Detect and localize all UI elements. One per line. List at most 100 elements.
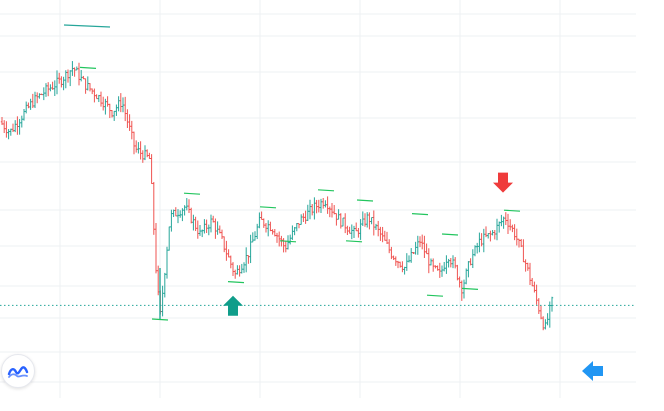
ohlc-bar [163, 272, 166, 298]
ohlc-bar [22, 109, 26, 121]
ohlc-bar [291, 225, 294, 240]
ohlc-bar [102, 96, 105, 111]
ohlc-bar [71, 61, 74, 76]
nav-arrow-shape [582, 361, 603, 381]
ohlc-bar [11, 123, 15, 132]
ohlc-bar [394, 256, 397, 266]
swing-mark [426, 294, 444, 297]
ohlc-bar [187, 199, 191, 214]
ohlc-bar [146, 149, 149, 158]
ohlc-bar [16, 116, 19, 135]
ohlc-bar [172, 209, 175, 218]
swing-mark [503, 209, 521, 212]
ohlc-bar [192, 214, 195, 231]
ohlc-bar [286, 235, 290, 250]
ohlc-bar [106, 96, 109, 107]
ohlc-bar [509, 219, 512, 231]
ohlc-bar [531, 277, 534, 287]
ohlc-bar [218, 225, 221, 234]
ohlc-bar [308, 199, 312, 220]
ohlc-bar [313, 197, 316, 220]
ohlc-bar [194, 216, 197, 232]
peak-mark [63, 24, 111, 28]
ohlc-bar [3, 120, 6, 133]
ohlc-bar [436, 265, 439, 271]
ohlc-bar [460, 280, 463, 301]
ohlc-bar [110, 109, 114, 118]
ohlc-bar [31, 93, 34, 108]
ohlc-bar [368, 212, 371, 230]
swing-mark [441, 233, 459, 236]
ohlc-bar [390, 246, 393, 260]
ohlc-bar [139, 141, 142, 160]
ohlc-bar [447, 258, 450, 268]
ohlc-bar [297, 223, 301, 229]
ohlc-bar [47, 82, 50, 97]
ohlc-bar [405, 253, 408, 271]
ohlc-bar [132, 131, 136, 155]
ohlc-bar [236, 265, 239, 275]
ohlc-bar [205, 219, 208, 234]
ohlc-bar [150, 154, 153, 185]
ohlc-bar [53, 80, 56, 97]
ohlc-bar [9, 128, 12, 136]
ohlc-bar [399, 261, 402, 268]
ohlc-bar [231, 262, 235, 276]
ohlc-bar [513, 224, 516, 241]
ohlc-bar [341, 217, 345, 227]
ohlc-bar [491, 230, 494, 236]
ohlc-bar [374, 223, 378, 231]
ohlc-bar [500, 214, 503, 227]
down-arrow-shape [493, 172, 513, 193]
ohlc-bar [469, 258, 472, 266]
ohlc-bar [482, 228, 485, 253]
ohlc-bar [86, 76, 89, 91]
swing-mark [259, 206, 277, 209]
ohlc-bar [416, 235, 419, 255]
grid-lines [0, 0, 636, 398]
ohlc-bar [29, 98, 32, 110]
ohlc-bar [511, 224, 514, 233]
ohlc-bar [253, 231, 257, 241]
ohlc-bar [528, 262, 532, 285]
ohlc-bar [366, 212, 369, 228]
ohlc-bar [493, 229, 496, 240]
ohlc-bar [249, 234, 252, 264]
ohlc-bar [306, 204, 309, 221]
tradingview-logo-button[interactable] [1, 354, 35, 388]
swing-mark [411, 213, 429, 216]
ohlc-bar [88, 83, 92, 92]
ohlc-bar [427, 248, 430, 274]
ohlc-bar [324, 200, 327, 208]
ohlc-bar [207, 224, 210, 236]
ohlc-bar [91, 88, 94, 95]
ohlc-bar [152, 181, 155, 235]
ohlc-bar [535, 284, 538, 305]
ohlc-bar [165, 246, 169, 279]
ohlc-bar [429, 258, 433, 266]
ohlc-bar [506, 213, 510, 235]
ohlc-bar [434, 265, 437, 269]
ohlc-bar [407, 255, 411, 263]
ohlc-bar [401, 261, 404, 273]
ohlc-bar [379, 226, 382, 241]
ohlc-bar [421, 234, 424, 250]
ohlc-bar [137, 142, 140, 154]
ohlc-bar [498, 221, 501, 233]
swing-mark [279, 240, 297, 243]
ohlc-bar [480, 233, 483, 247]
left-arrow-icon[interactable] [582, 361, 603, 381]
ohlc-bar [377, 220, 380, 237]
ohlc-bar [502, 216, 505, 229]
ohlc-bar [443, 261, 446, 272]
ohlc-bar [198, 225, 202, 236]
ohlc-bar [40, 93, 43, 96]
ohlc-bar [278, 231, 281, 247]
ohlc-bar [515, 228, 518, 246]
ohlc-bar [322, 197, 325, 209]
ohlc-bar [113, 110, 116, 121]
ohlc-bar [238, 265, 241, 277]
ohlc-bar [337, 209, 340, 220]
